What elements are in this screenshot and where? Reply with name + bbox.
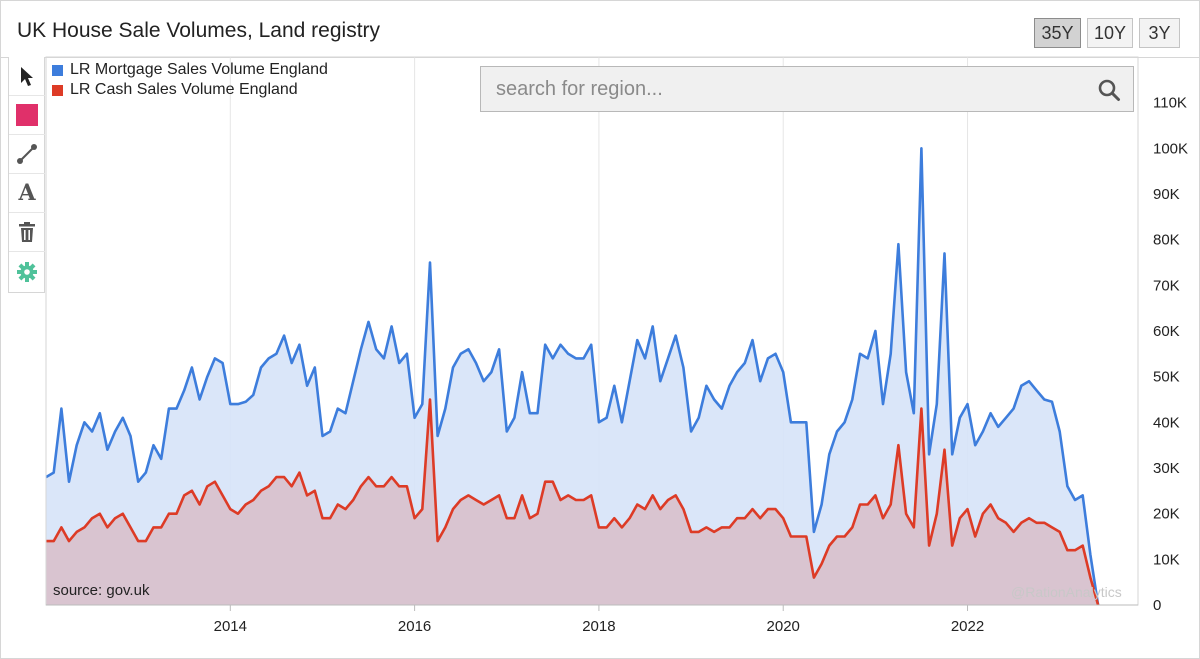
drawing-toolbar: A bbox=[8, 57, 45, 293]
text-tool-button[interactable]: A bbox=[9, 174, 45, 213]
line-tool-icon bbox=[17, 144, 37, 164]
search-icon[interactable] bbox=[1097, 78, 1121, 102]
range-10y-button[interactable]: 10Y bbox=[1087, 18, 1133, 48]
legend-label: LR Cash Sales Volume England bbox=[70, 81, 298, 98]
y-tick-label: 50K bbox=[1153, 369, 1180, 386]
y-tick-label: 40K bbox=[1153, 414, 1180, 431]
y-tick-label: 110K bbox=[1153, 95, 1187, 112]
legend-label: LR Mortgage Sales Volume England bbox=[70, 61, 328, 78]
header-bar: UK House Sale Volumes, Land registry 35Y… bbox=[1, 1, 1199, 58]
chart-title: UK House Sale Volumes, Land registry bbox=[17, 19, 381, 42]
y-tick-label: 60K bbox=[1153, 323, 1180, 340]
legend-item-cash[interactable]: LR Cash Sales Volume England bbox=[52, 81, 298, 99]
delete-tool-button[interactable] bbox=[9, 213, 45, 252]
legend-swatch bbox=[52, 84, 63, 96]
y-tick-label: 80K bbox=[1153, 232, 1180, 249]
text-tool-icon: A bbox=[18, 180, 36, 206]
settings-gear-icon bbox=[17, 261, 37, 282]
line-tool-button[interactable] bbox=[9, 135, 45, 174]
settings-tool-button[interactable] bbox=[9, 252, 45, 291]
legend-item-mortgage[interactable]: LR Mortgage Sales Volume England bbox=[52, 61, 328, 79]
pointer-tool-button[interactable] bbox=[9, 57, 45, 96]
search-input[interactable] bbox=[482, 68, 1082, 110]
y-tick-label: 100K bbox=[1153, 140, 1188, 157]
legend-swatch bbox=[52, 64, 63, 76]
y-tick-label: 30K bbox=[1153, 460, 1180, 477]
y-tick-label: 70K bbox=[1153, 277, 1180, 294]
color-swatch-icon bbox=[16, 104, 38, 126]
color-tool-button[interactable] bbox=[9, 96, 45, 135]
y-axis: 0 10K 20K 30K 40K 50K 60K 70K 80K 90K 100K 110K bbox=[1153, 95, 1188, 614]
mortgage-series-line bbox=[45, 147, 1100, 606]
range-35y-button[interactable]: 35Y bbox=[1034, 18, 1081, 48]
y-tick-label: 0 bbox=[1153, 597, 1161, 614]
x-tick-label: 2014 bbox=[214, 618, 247, 635]
y-tick-label: 10K bbox=[1153, 551, 1180, 568]
y-tick-label: 20K bbox=[1153, 506, 1180, 523]
source-note: source: gov.uk bbox=[53, 582, 150, 599]
x-tick-label: 2022 bbox=[951, 618, 984, 635]
trash-icon bbox=[19, 222, 35, 242]
mortgage-series-area bbox=[46, 148, 1099, 606]
watermark: @RationAnalytics bbox=[1011, 584, 1122, 600]
x-tick-label: 2020 bbox=[767, 618, 800, 635]
y-tick-label: 90K bbox=[1153, 186, 1180, 203]
pointer-icon bbox=[21, 67, 33, 86]
x-axis: 2014 2016 2018 2020 2022 bbox=[46, 604, 1138, 635]
range-3y-button[interactable]: 3Y bbox=[1139, 18, 1180, 48]
region-search-box bbox=[480, 66, 1134, 112]
x-tick-label: 2016 bbox=[398, 618, 431, 635]
cash-series-line bbox=[46, 398, 1100, 606]
x-tick-label: 2018 bbox=[582, 618, 615, 635]
cash-series-area bbox=[46, 399, 1099, 605]
